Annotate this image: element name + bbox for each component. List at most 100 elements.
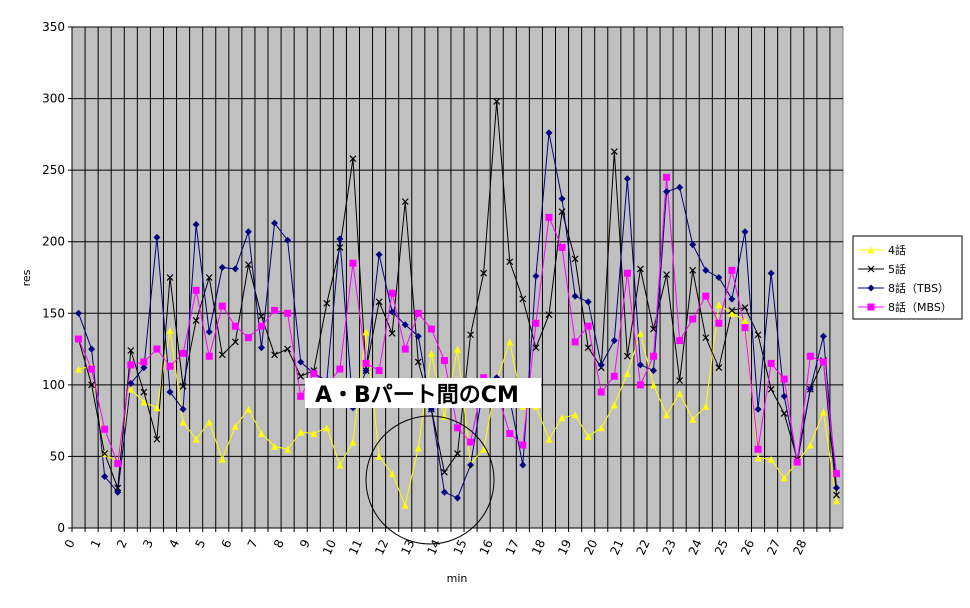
point xyxy=(636,381,644,389)
x-tick-label: 28 xyxy=(790,537,809,557)
point xyxy=(375,298,383,306)
point xyxy=(545,311,553,319)
point xyxy=(336,235,344,243)
x-tick-label: 5 xyxy=(192,537,208,550)
point xyxy=(636,329,644,337)
point xyxy=(715,301,723,309)
plot-area xyxy=(71,26,844,529)
point xyxy=(832,484,840,492)
y-tick-label: 0 xyxy=(57,521,65,535)
point xyxy=(179,405,187,413)
point xyxy=(506,430,514,438)
point xyxy=(715,364,723,372)
y-tick-label: 200 xyxy=(42,235,65,249)
point xyxy=(440,488,448,496)
point xyxy=(741,304,749,311)
point xyxy=(689,241,697,249)
point xyxy=(114,460,122,468)
point xyxy=(676,377,684,384)
point xyxy=(284,309,292,317)
point xyxy=(127,361,135,369)
point xyxy=(571,411,579,419)
x-tick-label: 25 xyxy=(712,537,731,557)
point xyxy=(153,404,161,412)
point xyxy=(754,331,762,339)
point xyxy=(388,470,396,478)
point xyxy=(375,251,383,259)
point xyxy=(218,302,226,310)
point xyxy=(741,316,749,324)
point xyxy=(257,322,265,330)
point xyxy=(258,312,265,320)
point xyxy=(179,349,187,357)
legend-label: 8話（TBS） xyxy=(888,281,949,295)
point xyxy=(101,472,109,480)
point xyxy=(545,435,553,443)
point xyxy=(623,269,631,277)
point xyxy=(414,332,422,340)
point xyxy=(362,359,370,367)
highlight-circle xyxy=(365,415,495,545)
point xyxy=(702,292,710,300)
point xyxy=(558,243,566,251)
x-tick-label: 16 xyxy=(477,537,496,557)
point xyxy=(663,271,671,279)
point xyxy=(205,274,213,281)
point xyxy=(506,258,514,266)
point xyxy=(793,458,801,466)
y-tick-label: 100 xyxy=(42,378,65,392)
x-tick-label: 2 xyxy=(114,537,130,550)
point xyxy=(480,374,488,382)
point xyxy=(650,325,657,333)
point xyxy=(114,484,122,492)
point xyxy=(244,334,252,342)
x-tick-label: 9 xyxy=(297,537,313,550)
point xyxy=(754,445,762,453)
point xyxy=(728,266,736,274)
point xyxy=(702,266,710,274)
point xyxy=(867,265,875,273)
point xyxy=(271,351,278,359)
point xyxy=(427,349,435,357)
point xyxy=(767,455,775,463)
point xyxy=(140,364,148,372)
point xyxy=(153,233,161,241)
point xyxy=(166,388,174,396)
point xyxy=(257,344,265,352)
point xyxy=(689,315,697,323)
point xyxy=(506,338,514,346)
point xyxy=(519,441,527,449)
point xyxy=(75,309,83,317)
point xyxy=(127,347,135,354)
point xyxy=(493,98,501,105)
x-tick-label: 13 xyxy=(398,537,417,557)
point xyxy=(140,398,148,406)
point xyxy=(284,345,292,353)
point xyxy=(375,452,383,460)
point xyxy=(153,345,161,353)
point xyxy=(715,274,723,281)
point xyxy=(610,148,618,155)
point xyxy=(205,418,213,426)
point xyxy=(101,425,109,433)
point xyxy=(480,269,488,277)
point xyxy=(231,338,239,346)
point xyxy=(806,352,814,360)
annotation-box xyxy=(305,378,541,408)
point xyxy=(75,335,83,343)
point xyxy=(676,389,684,397)
point xyxy=(388,329,396,337)
x-tick-label: 3 xyxy=(140,537,156,550)
point xyxy=(414,358,422,366)
point xyxy=(754,405,762,413)
point xyxy=(780,474,788,482)
point xyxy=(767,269,775,277)
point xyxy=(571,338,579,346)
point xyxy=(558,208,566,216)
point xyxy=(545,213,553,221)
y-axis-label: res xyxy=(20,269,33,286)
point xyxy=(88,365,96,373)
point xyxy=(637,265,644,273)
point xyxy=(349,155,357,163)
x-tick-label: 8 xyxy=(271,537,287,550)
